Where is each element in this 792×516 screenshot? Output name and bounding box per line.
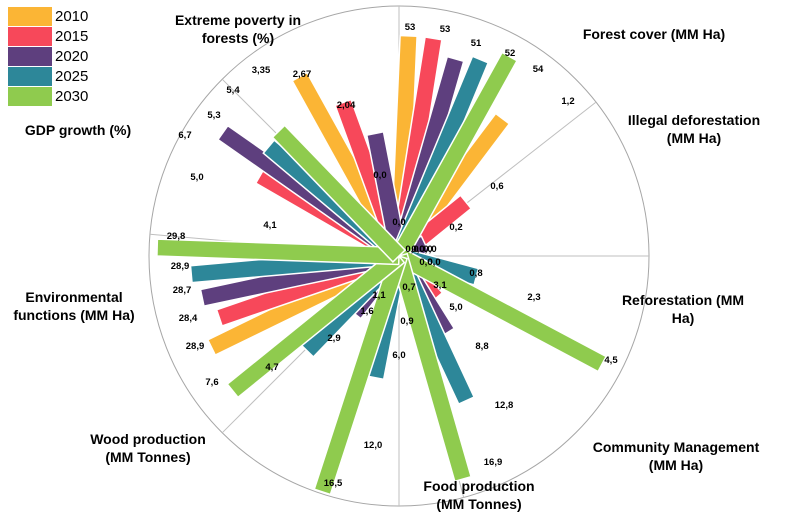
legend-item-2020: 2020 [8,46,88,66]
legend-label-2020: 2020 [55,47,89,65]
category-label-0: Forest cover (MM Ha) [583,26,725,42]
value-label-2010-3: 0,0 [419,257,432,268]
value-label-2010-7: 4,1 [263,220,277,231]
value-label-2025-7: 5,3 [207,110,220,121]
value-label-2015-2: 0,0 [419,244,432,255]
value-label-2030-7: 5,4 [226,85,240,96]
category-label-5: Wood production (MM Tonnes) [90,431,206,465]
value-label-2015-8: 2,67 [293,69,312,80]
legend-swatch-2030 [8,86,52,106]
value-label-2020-6: 28,7 [173,285,192,296]
legend-swatch-2010 [8,6,52,26]
category-label-6: Environmental functions (MM Ha) [13,289,134,323]
value-label-2020-3: 5,0 [449,302,462,313]
value-label-2015-1: 0,6 [490,181,503,192]
value-label-2025-1: 0,0 [411,244,424,255]
category-label-7: GDP growth (%) [25,122,131,138]
legend-item-2015: 2015 [8,26,88,46]
chart-legend: 2010 2015 2020 2025 2030 [8,6,88,106]
value-label-2020-7: 6,7 [178,130,191,141]
value-label-extra-0: 4,5 [604,355,618,366]
value-label-2010-0: 53 [405,22,416,33]
value-label-2030-2: 2,3 [527,292,540,303]
value-label-2030-6: 29,8 [167,231,186,242]
value-label-2025-5: 2,9 [327,333,340,344]
value-label-2015-6: 28,4 [179,313,198,324]
value-label-2030-1: 0,0 [423,244,436,255]
value-label-2010-5: 1,1 [372,290,386,301]
legend-label-2015: 2015 [55,27,89,45]
legend-label-2030: 2030 [55,87,89,105]
legend-item-2030: 2030 [8,86,88,106]
value-label-2010-2: 0,0 [405,244,418,255]
value-label-2025-0: 52 [505,48,516,59]
legend-label-2010: 2010 [55,7,89,25]
category-label-3: Community Management (MM Ha) [593,439,760,473]
value-label-2025-8: 0,0 [373,170,386,181]
category-label-8: Extreme poverty in forests (%) [175,12,301,46]
value-label-extra-2: 16,5 [324,478,343,489]
value-label-2025-6: 28,9 [171,261,190,272]
category-label-2: Reforestation (MM Ha) [622,292,744,326]
value-label-2025-2: 0,8 [469,268,482,279]
value-label-2015-7: 5,0 [190,172,203,183]
legend-swatch-2015 [8,26,52,46]
legend-item-2010: 2010 [8,6,88,26]
value-label-2010-1: 1,2 [561,96,574,107]
value-label-2020-5: 1,6 [360,306,373,317]
value-label-2025-3: 8,8 [475,341,488,352]
value-label-2030-5: 4,7 [265,362,278,373]
value-label-2015-3: 3,1 [433,280,447,291]
value-label-2020-1: 0,2 [449,222,462,233]
value-label-extra-3: 7,6 [205,377,218,388]
value-label-2015-0: 53 [440,24,451,35]
value-label-2020-8: 2,04 [337,100,356,111]
value-label-2020-0: 51 [471,38,482,49]
value-label-2010-8: 3,35 [252,65,271,76]
value-label-2010-6: 28,9 [186,341,205,352]
value-label-2030-3: 12,8 [495,400,514,411]
value-label-2030-4: 12,0 [364,440,383,451]
value-label-2030-8: 0,0 [392,217,405,228]
value-label-extra-1: 16,9 [484,457,503,468]
value-label-2010-4: 0,7 [402,282,415,293]
legend-item-2025: 2025 [8,66,88,86]
legend-swatch-2025 [8,66,52,86]
category-label-4: Food production (MM Tonnes) [423,478,534,512]
legend-label-2025: 2025 [55,67,89,85]
category-label-1: Illegal deforestation (MM Ha) [628,112,760,146]
value-label-2020-2: 0,0 [427,257,440,268]
value-label-2020-4: 0,9 [400,316,413,327]
value-label-2025-4: 6,0 [392,350,405,361]
bar-2030-7 [271,124,407,263]
legend-swatch-2020 [8,46,52,66]
value-label-2030-0: 54 [533,64,544,75]
